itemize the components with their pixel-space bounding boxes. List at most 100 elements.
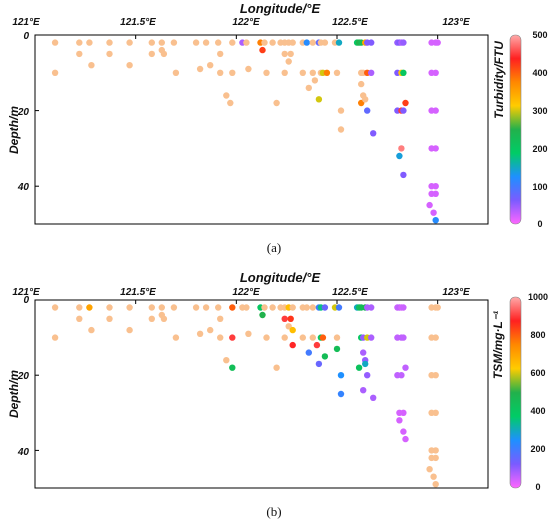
scatter-point: [170, 304, 178, 311]
scatter-point: [259, 311, 266, 319]
scatter-point: [400, 409, 407, 416]
colorbar-tick: 200: [532, 144, 547, 154]
scatter-point: [51, 334, 59, 341]
scatter-point: [362, 96, 369, 103]
panel-caption: (b): [266, 504, 281, 519]
scatter-point: [160, 50, 168, 58]
scatter-point: [172, 334, 180, 341]
scatter-point: [86, 304, 93, 311]
scatter-point: [285, 58, 292, 65]
axis-ticks: [34, 34, 439, 187]
scatter-point: [263, 334, 270, 341]
scatter-point: [309, 334, 316, 341]
scatter-point: [281, 315, 288, 322]
x-tick-label: 122°E: [232, 17, 260, 28]
scatter-point: [315, 96, 323, 103]
scatter-points: [51, 304, 441, 488]
scatter-point: [148, 304, 155, 311]
x-axis-title: Longitude/°E: [240, 1, 321, 16]
scatter-point: [261, 39, 268, 46]
scatter-point: [402, 435, 409, 443]
scatter-point: [360, 387, 367, 394]
colorbar-tick: 800: [530, 330, 545, 340]
scatter-point: [126, 304, 133, 311]
scatter-point: [223, 92, 230, 99]
scatter-point: [315, 360, 323, 368]
scatter-point: [196, 65, 204, 73]
scatter-point: [88, 326, 95, 334]
scatter-point: [148, 315, 155, 322]
scatter-point: [285, 323, 292, 330]
x-tick-label: 121.5°E: [120, 287, 156, 298]
scatter-point: [368, 334, 375, 341]
scatter-point: [396, 152, 403, 160]
y-tick-label: 40: [17, 447, 30, 458]
colorbar-tick: 400: [530, 406, 545, 416]
x-tick-label: 123°E: [442, 17, 470, 28]
scatter-point: [243, 304, 250, 311]
scatter-point: [432, 454, 439, 462]
scatter-point: [434, 304, 441, 311]
scatter-point: [263, 69, 270, 77]
scatter-point: [215, 304, 222, 311]
scatter-point: [333, 69, 341, 77]
colorbar-tick: 0: [535, 482, 540, 492]
scatter-point: [400, 107, 407, 114]
scatter-point: [281, 69, 288, 77]
scatter-point: [281, 50, 288, 58]
y-axis-title: Depth/m: [7, 106, 21, 154]
scatter-point: [217, 315, 224, 322]
scatter-point: [432, 334, 439, 341]
scatter-point: [398, 372, 405, 379]
scatter-point: [305, 84, 312, 92]
x-tick-label: 122.5°E: [332, 287, 368, 298]
y-tick-label: 0: [23, 295, 29, 306]
scatter-point: [86, 39, 93, 46]
scatter-point: [430, 209, 437, 216]
scatter-point: [273, 99, 280, 107]
scatter-point: [202, 304, 210, 311]
scatter-point: [426, 466, 433, 473]
scatter-point: [192, 39, 200, 46]
scatter-point: [160, 315, 168, 322]
scatter-point: [400, 69, 407, 77]
scatter-point: [202, 39, 210, 46]
scatter-point: [426, 201, 433, 209]
plot-area: [34, 299, 489, 489]
plot-area: [34, 34, 489, 225]
scatter-point: [126, 326, 133, 334]
scatter-point: [311, 77, 319, 84]
axis-ticks: [34, 299, 439, 451]
scatter-point: [396, 417, 403, 424]
scatter-point: [289, 39, 296, 46]
scatter-point: [337, 126, 345, 133]
y-tick-label: 20: [17, 371, 30, 382]
colorbar: [509, 34, 522, 225]
scatter-point: [432, 190, 439, 197]
scatter-point: [207, 326, 214, 334]
scatter-point: [362, 360, 369, 368]
scatter-point: [333, 334, 341, 341]
scatter-point: [217, 50, 224, 58]
panel-caption: (a): [267, 240, 281, 255]
scatter-point: [281, 334, 288, 341]
scatter-point: [76, 39, 83, 46]
scatter-point: [51, 39, 59, 46]
scatter-point: [217, 334, 224, 341]
x-tick-label: 121°E: [12, 287, 40, 298]
x-tick-label: 121°E: [12, 17, 40, 28]
scatter-point: [215, 39, 222, 46]
scatter-point: [400, 428, 407, 435]
colorbar-tick: 200: [530, 444, 545, 454]
colorbar-title: TSM/mg·L⁻¹: [491, 311, 505, 379]
scatter-point: [299, 334, 306, 341]
scatter-point: [309, 69, 316, 77]
scatter-point: [368, 69, 375, 77]
scatter-point: [229, 334, 236, 341]
scatter-point: [261, 304, 268, 311]
scatter-point: [126, 61, 133, 69]
scatter-point: [289, 304, 296, 311]
scatter-point: [432, 372, 439, 379]
x-tick-label: 121.5°E: [120, 17, 156, 28]
scatter-point: [402, 99, 409, 107]
